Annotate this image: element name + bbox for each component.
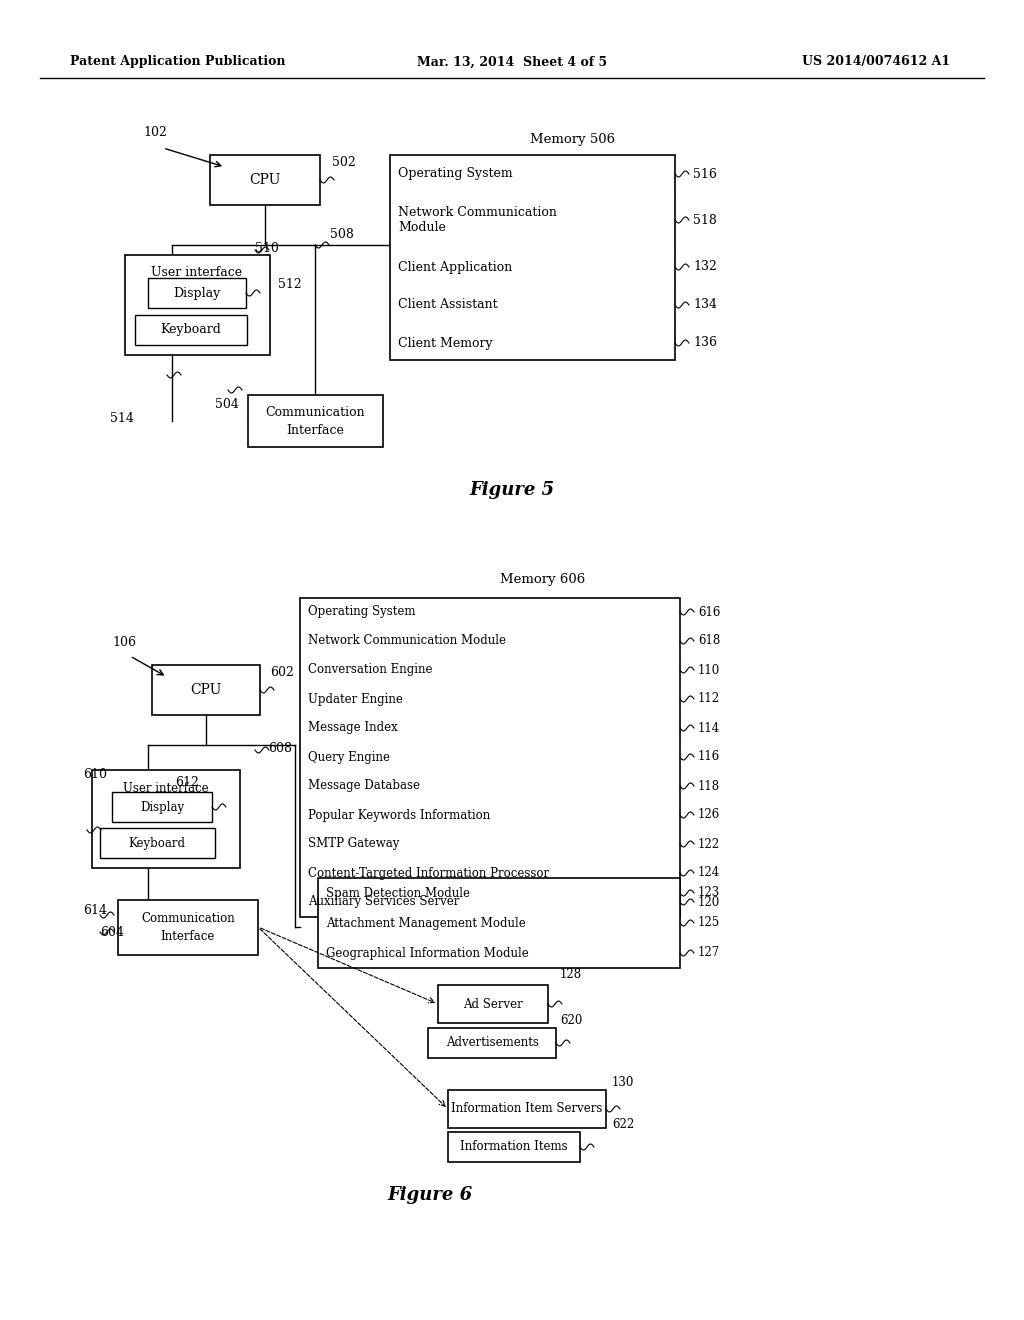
Text: 612: 612 bbox=[175, 776, 199, 788]
Text: Operating System: Operating System bbox=[398, 168, 513, 181]
Bar bbox=[118, 900, 258, 954]
Text: Information Item Servers: Information Item Servers bbox=[452, 1102, 603, 1115]
Text: 124: 124 bbox=[698, 866, 720, 879]
Text: Message Database: Message Database bbox=[308, 780, 420, 792]
Text: Network Communication Module: Network Communication Module bbox=[308, 635, 506, 648]
Text: Updater Engine: Updater Engine bbox=[308, 693, 402, 705]
Text: CPU: CPU bbox=[190, 682, 221, 697]
Text: 608: 608 bbox=[268, 742, 292, 755]
Text: 610: 610 bbox=[83, 768, 106, 781]
Text: Ad Server: Ad Server bbox=[463, 998, 523, 1011]
Text: CPU: CPU bbox=[249, 173, 281, 187]
Text: 618: 618 bbox=[698, 635, 720, 648]
Text: Network Communication
Module: Network Communication Module bbox=[398, 206, 557, 234]
Text: 516: 516 bbox=[693, 168, 717, 181]
Text: Operating System: Operating System bbox=[308, 606, 416, 619]
Text: Popular Keywords Information: Popular Keywords Information bbox=[308, 808, 490, 821]
Text: US 2014/0074612 A1: US 2014/0074612 A1 bbox=[802, 55, 950, 69]
Text: 128: 128 bbox=[560, 969, 582, 982]
Text: 127: 127 bbox=[698, 946, 720, 960]
Text: Spam Detection Module: Spam Detection Module bbox=[326, 887, 470, 899]
Text: User interface: User interface bbox=[123, 781, 209, 795]
Bar bbox=[148, 279, 246, 308]
Text: 604: 604 bbox=[100, 925, 124, 939]
Text: Keyboard: Keyboard bbox=[161, 323, 221, 337]
Text: Display: Display bbox=[140, 800, 184, 813]
Text: Memory 606: Memory 606 bbox=[500, 573, 586, 586]
Text: 518: 518 bbox=[693, 214, 717, 227]
Text: Client Memory: Client Memory bbox=[398, 337, 493, 350]
Bar bbox=[318, 878, 680, 968]
Bar bbox=[210, 154, 319, 205]
Text: Keyboard: Keyboard bbox=[128, 837, 185, 850]
Bar bbox=[248, 395, 383, 447]
Text: 120: 120 bbox=[698, 895, 720, 908]
Text: Interface: Interface bbox=[286, 425, 344, 437]
Text: Query Engine: Query Engine bbox=[308, 751, 390, 763]
Text: 112: 112 bbox=[698, 693, 720, 705]
Text: 508: 508 bbox=[330, 228, 354, 242]
Text: Message Index: Message Index bbox=[308, 722, 397, 734]
Text: Patent Application Publication: Patent Application Publication bbox=[70, 55, 286, 69]
Text: 510: 510 bbox=[255, 242, 279, 255]
Bar bbox=[125, 255, 270, 355]
Text: 118: 118 bbox=[698, 780, 720, 792]
Text: Geographical Information Module: Geographical Information Module bbox=[326, 946, 528, 960]
Bar bbox=[390, 154, 675, 360]
Text: Interface: Interface bbox=[161, 929, 215, 942]
Text: Client Assistant: Client Assistant bbox=[398, 298, 498, 312]
Text: 123: 123 bbox=[698, 887, 720, 899]
Bar bbox=[438, 985, 548, 1023]
Text: 504: 504 bbox=[215, 399, 239, 412]
Text: Conversation Engine: Conversation Engine bbox=[308, 664, 432, 676]
Text: Communication: Communication bbox=[265, 407, 365, 420]
Text: Figure 5: Figure 5 bbox=[469, 480, 555, 499]
Text: 134: 134 bbox=[693, 298, 717, 312]
Text: Advertisements: Advertisements bbox=[445, 1036, 539, 1049]
Text: Attachment Management Module: Attachment Management Module bbox=[326, 916, 525, 929]
Bar bbox=[92, 770, 240, 869]
Text: User interface: User interface bbox=[152, 267, 243, 280]
Bar bbox=[135, 315, 247, 345]
Text: Display: Display bbox=[173, 286, 220, 300]
Bar bbox=[100, 828, 215, 858]
Bar bbox=[152, 665, 260, 715]
Text: Mar. 13, 2014  Sheet 4 of 5: Mar. 13, 2014 Sheet 4 of 5 bbox=[417, 55, 607, 69]
Bar bbox=[428, 1028, 556, 1059]
Text: 502: 502 bbox=[332, 156, 355, 169]
Text: 136: 136 bbox=[693, 337, 717, 350]
Text: 102: 102 bbox=[143, 125, 167, 139]
Text: 602: 602 bbox=[270, 665, 294, 678]
Text: 620: 620 bbox=[560, 1014, 583, 1027]
Text: 110: 110 bbox=[698, 664, 720, 676]
Text: SMTP Gateway: SMTP Gateway bbox=[308, 837, 399, 850]
Text: 616: 616 bbox=[698, 606, 720, 619]
Text: 125: 125 bbox=[698, 916, 720, 929]
Text: Memory 506: Memory 506 bbox=[530, 133, 615, 147]
Text: 514: 514 bbox=[110, 412, 134, 425]
Text: 512: 512 bbox=[278, 279, 302, 292]
Text: Client Application: Client Application bbox=[398, 260, 512, 273]
Text: 122: 122 bbox=[698, 837, 720, 850]
Bar bbox=[300, 598, 680, 917]
Text: Auxiliary Services Server: Auxiliary Services Server bbox=[308, 895, 460, 908]
Text: 622: 622 bbox=[612, 1118, 634, 1131]
Text: 114: 114 bbox=[698, 722, 720, 734]
Text: 130: 130 bbox=[612, 1076, 635, 1089]
Bar bbox=[112, 792, 212, 822]
Text: 132: 132 bbox=[693, 260, 717, 273]
Text: 126: 126 bbox=[698, 808, 720, 821]
Bar bbox=[449, 1133, 580, 1162]
Text: Communication: Communication bbox=[141, 912, 234, 924]
Text: Figure 6: Figure 6 bbox=[387, 1185, 472, 1204]
Text: 116: 116 bbox=[698, 751, 720, 763]
Text: 106: 106 bbox=[112, 635, 136, 648]
Bar bbox=[449, 1090, 606, 1129]
Text: 614: 614 bbox=[83, 903, 106, 916]
Text: Information Items: Information Items bbox=[460, 1140, 568, 1154]
Text: Content-Targeted Information Processor: Content-Targeted Information Processor bbox=[308, 866, 549, 879]
